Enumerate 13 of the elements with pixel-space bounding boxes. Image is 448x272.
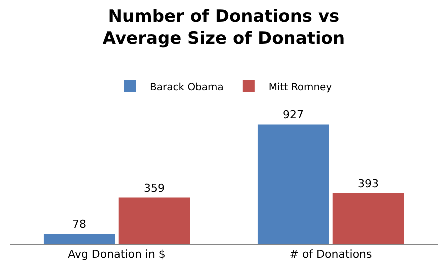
x-tick-label: Avg Donation in $ [68, 248, 166, 262]
data-label: 359 [144, 182, 165, 195]
data-label: 927 [283, 108, 304, 122]
bar [258, 124, 330, 244]
data-label: 78 [72, 218, 87, 231]
bar [332, 193, 404, 244]
legend-label: Mitt Romney [268, 82, 332, 94]
bar [118, 198, 190, 244]
x-tick-label: # of Donations [290, 248, 373, 262]
chart-title: Number of Donations vs Average Size of Donation [102, 6, 346, 49]
bar [44, 234, 116, 244]
legend-label: Barack Obama [150, 82, 224, 94]
data-label: 393 [358, 177, 379, 190]
